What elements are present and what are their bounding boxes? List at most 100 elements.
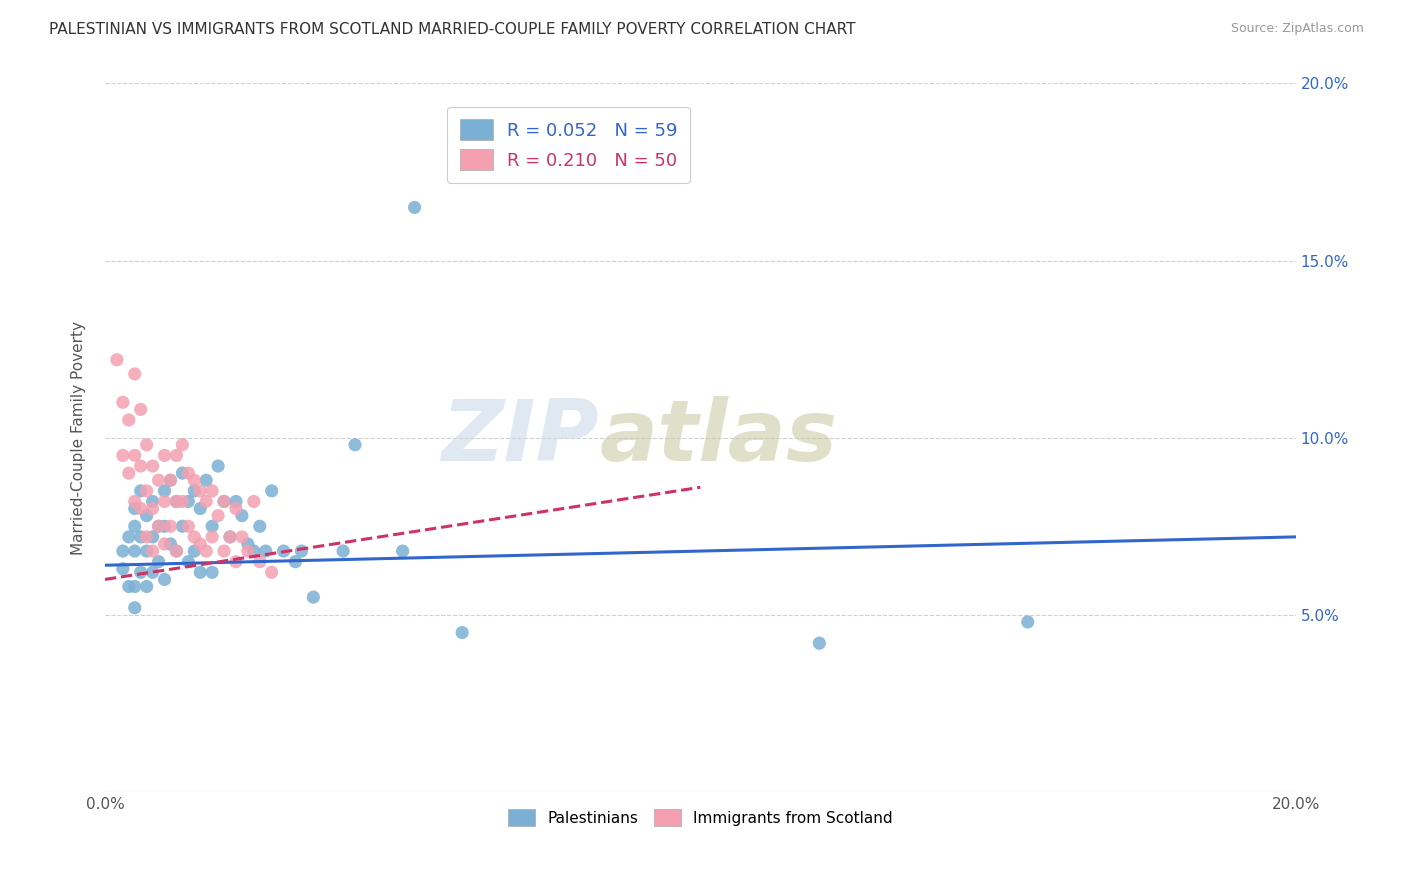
Point — [135, 579, 157, 593]
Point — [135, 483, 157, 498]
Point — [183, 544, 205, 558]
Point — [302, 590, 325, 604]
Point — [284, 555, 307, 569]
Point — [172, 438, 194, 452]
Point — [148, 519, 170, 533]
Point — [188, 483, 211, 498]
Point — [177, 494, 200, 508]
Point — [124, 367, 146, 381]
Point — [142, 566, 165, 580]
Point — [129, 402, 152, 417]
Point — [124, 544, 146, 558]
Point — [808, 636, 831, 650]
Point — [201, 483, 224, 498]
Point — [153, 483, 176, 498]
Point — [118, 466, 141, 480]
Point — [195, 494, 218, 508]
Point — [404, 201, 426, 215]
Point — [129, 458, 152, 473]
Point — [129, 501, 152, 516]
Point — [249, 519, 271, 533]
Point — [225, 501, 247, 516]
Point — [159, 473, 181, 487]
Point — [153, 494, 176, 508]
Point — [135, 438, 157, 452]
Point — [142, 530, 165, 544]
Point — [118, 579, 141, 593]
Point — [142, 544, 165, 558]
Point — [183, 530, 205, 544]
Point — [260, 483, 283, 498]
Point — [124, 600, 146, 615]
Point — [153, 573, 176, 587]
Point — [225, 494, 247, 508]
Text: atlas: atlas — [599, 396, 837, 479]
Point — [111, 395, 134, 409]
Point — [135, 530, 157, 544]
Point — [124, 501, 146, 516]
Point — [201, 566, 224, 580]
Point — [165, 494, 187, 508]
Point — [273, 544, 295, 558]
Point — [195, 473, 218, 487]
Point — [129, 483, 152, 498]
Point — [153, 449, 176, 463]
Point — [195, 544, 218, 558]
Point — [207, 458, 229, 473]
Text: ZIP: ZIP — [441, 396, 599, 479]
Point — [165, 544, 187, 558]
Point — [243, 494, 266, 508]
Point — [1017, 615, 1039, 629]
Point — [118, 413, 141, 427]
Point — [236, 544, 259, 558]
Point — [231, 508, 253, 523]
Point — [142, 494, 165, 508]
Point — [249, 555, 271, 569]
Point — [165, 449, 187, 463]
Point — [135, 508, 157, 523]
Point — [165, 544, 187, 558]
Point — [124, 519, 146, 533]
Point — [225, 555, 247, 569]
Point — [153, 519, 176, 533]
Point — [212, 494, 235, 508]
Point — [172, 466, 194, 480]
Point — [332, 544, 354, 558]
Point — [124, 579, 146, 593]
Point — [183, 483, 205, 498]
Point — [243, 544, 266, 558]
Point — [111, 449, 134, 463]
Point — [142, 501, 165, 516]
Point — [290, 544, 312, 558]
Point — [165, 494, 187, 508]
Point — [219, 530, 242, 544]
Point — [236, 537, 259, 551]
Point — [391, 544, 413, 558]
Point — [177, 466, 200, 480]
Point — [260, 566, 283, 580]
Point — [129, 566, 152, 580]
Point — [111, 562, 134, 576]
Point — [343, 438, 366, 452]
Point — [148, 555, 170, 569]
Point — [148, 473, 170, 487]
Point — [201, 530, 224, 544]
Point — [153, 537, 176, 551]
Point — [124, 494, 146, 508]
Point — [207, 508, 229, 523]
Point — [172, 494, 194, 508]
Point — [105, 352, 128, 367]
Point — [172, 519, 194, 533]
Point — [183, 473, 205, 487]
Point — [135, 544, 157, 558]
Y-axis label: Married-Couple Family Poverty: Married-Couple Family Poverty — [72, 321, 86, 555]
Point — [159, 537, 181, 551]
Point — [124, 449, 146, 463]
Point — [254, 544, 277, 558]
Point — [219, 530, 242, 544]
Point — [177, 519, 200, 533]
Point — [177, 555, 200, 569]
Point — [159, 519, 181, 533]
Point — [451, 625, 474, 640]
Point — [159, 473, 181, 487]
